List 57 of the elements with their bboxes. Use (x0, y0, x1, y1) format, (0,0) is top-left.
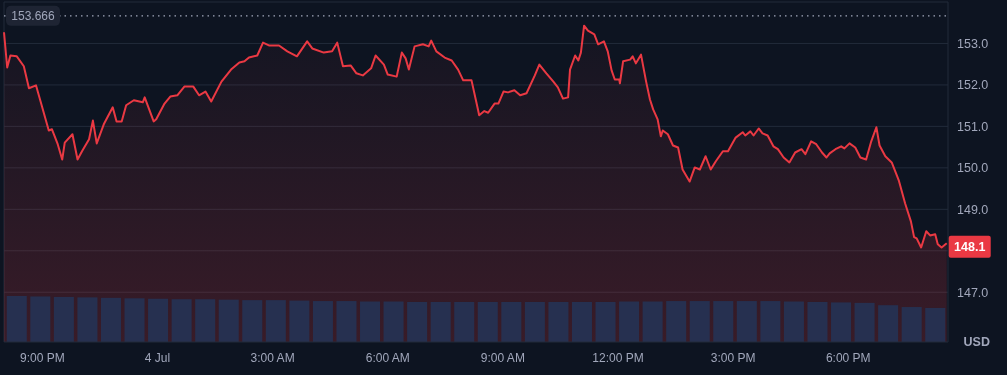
bar (242, 300, 263, 342)
bar (901, 307, 922, 342)
y-tick-label: 150.0 (957, 161, 989, 176)
bar (548, 301, 569, 342)
bar (124, 298, 145, 342)
x-tick-label: 9:00 AM (480, 351, 525, 365)
bar (289, 300, 310, 342)
annotation: 148.1 (954, 240, 986, 255)
bar (53, 296, 74, 342)
bar (218, 299, 239, 342)
bar (619, 301, 640, 342)
x-tick-label: 12:00 PM (592, 351, 644, 365)
bar (454, 301, 475, 342)
bar (477, 301, 498, 342)
bar (265, 300, 286, 342)
bar (383, 301, 404, 342)
bar (100, 297, 121, 342)
x-tick-label: 4 Jul (144, 351, 171, 365)
x-tick-label: 9:00 PM (20, 351, 65, 365)
x-tick-label: 3:00 PM (710, 351, 756, 365)
bar (430, 301, 451, 342)
bar (148, 298, 169, 342)
bar (6, 296, 27, 342)
bar (807, 301, 828, 342)
bar (195, 299, 216, 342)
y-tick-label: 147.0 (957, 285, 989, 300)
bar (171, 299, 192, 342)
y-axis-title: USD (963, 335, 990, 349)
bar (831, 302, 852, 342)
bar (360, 301, 381, 342)
bar (524, 301, 545, 342)
bar (854, 302, 875, 342)
bar (736, 301, 757, 342)
bar (336, 301, 357, 342)
bar (713, 301, 734, 342)
ref-line-label: 153.666 (11, 9, 56, 24)
bar (312, 301, 333, 342)
bar (878, 305, 899, 342)
x-tick-label: 3:00 AM (250, 351, 295, 365)
bar (501, 301, 522, 342)
y-tick-label: 153.0 (957, 36, 989, 51)
x-tick-label: 6:00 AM (365, 351, 410, 365)
bar (689, 301, 710, 342)
bar (666, 301, 687, 342)
y-tick-label: 151.0 (957, 119, 989, 134)
bar (571, 301, 592, 342)
bar (77, 297, 98, 342)
bar (760, 301, 781, 342)
bar (925, 307, 946, 342)
bar (30, 296, 51, 342)
x-tick-label: 6:00 PM (825, 351, 871, 365)
bar (642, 301, 663, 342)
bar (595, 301, 616, 342)
y-tick-label: 152.0 (957, 78, 989, 93)
bar (407, 301, 428, 342)
y-tick-label: 149.0 (957, 202, 989, 217)
bar (783, 301, 804, 342)
